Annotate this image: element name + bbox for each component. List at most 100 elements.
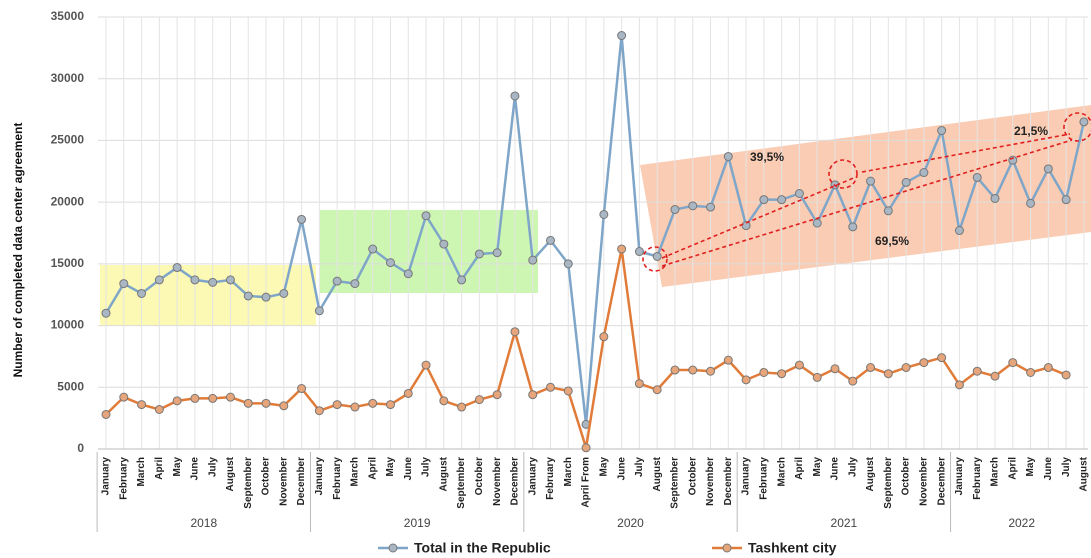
data-point (688, 201, 698, 211)
data-point (848, 222, 858, 232)
annotation: 69,5% (875, 234, 909, 248)
x-tick-label: February (972, 457, 983, 500)
x-tick-label: July (634, 457, 645, 477)
x-tick-label: November (278, 457, 289, 506)
data-point (883, 369, 893, 379)
data-point (706, 202, 716, 212)
data-point (172, 263, 182, 273)
data-point (1079, 117, 1089, 127)
data-point (261, 398, 271, 408)
data-point (1026, 198, 1036, 208)
x-tick-label: April (154, 457, 165, 480)
data-point (972, 366, 982, 376)
data-point (937, 126, 947, 136)
data-point (403, 388, 413, 398)
x-tick-label: February (332, 457, 343, 500)
data-point (332, 276, 342, 286)
x-tick-label: September (670, 457, 681, 509)
trend-circle (828, 159, 858, 189)
x-tick-label: March (350, 457, 361, 486)
x-tick-label: December (296, 457, 307, 505)
data-point (688, 365, 698, 375)
data-point (563, 386, 573, 396)
x-tick-label: March (136, 457, 147, 486)
data-point (1026, 367, 1036, 377)
x-tick-label: July (421, 457, 432, 477)
data-point (474, 395, 484, 405)
grid (98, 16, 1088, 450)
data-point (972, 172, 982, 182)
data-point (137, 288, 147, 298)
data-point (546, 235, 555, 245)
data-point (528, 390, 538, 400)
data-point (101, 308, 111, 318)
x-tick-label: May (172, 457, 183, 477)
x-tick-label: February (545, 457, 556, 500)
data-point (599, 332, 609, 342)
data-point (937, 353, 947, 363)
x-tick-label: August (438, 456, 449, 491)
y-tick-label: 30000 (51, 71, 85, 85)
x-tick-label: May (385, 457, 396, 477)
data-point (617, 31, 627, 41)
data-point (794, 360, 804, 370)
data-point (848, 376, 858, 386)
x-tick-label: April (1007, 457, 1018, 480)
data-point (279, 288, 289, 298)
trend-arrows (642, 112, 1091, 272)
data-point (990, 371, 1000, 381)
data-point (617, 244, 627, 254)
year-label: 2020 (617, 516, 644, 530)
data-point (403, 269, 413, 279)
data-point (332, 400, 342, 410)
x-tick-label: July (1061, 457, 1072, 477)
data-point (154, 275, 164, 285)
year-label: 2022 (1008, 516, 1035, 530)
x-tick-label: November (919, 457, 930, 506)
x-tick-label: January (314, 457, 325, 496)
year-label: 2021 (831, 516, 858, 530)
data-point (101, 409, 111, 419)
data-point (279, 401, 289, 411)
x-tick-label: July (207, 457, 218, 477)
annotation: 39,5% (750, 150, 784, 164)
data-point (421, 211, 431, 221)
data-point (706, 366, 716, 376)
data-point (546, 382, 555, 392)
y-tick-label: 0 (77, 441, 84, 455)
x-tick-label: January (954, 457, 965, 496)
legend-item: Total in the Republic (378, 540, 551, 556)
x-tick-label: November (492, 457, 503, 506)
legend-label: Total in the Republic (414, 540, 551, 556)
y-tick-label: 20000 (51, 194, 85, 208)
x-tick-label: July (847, 457, 858, 477)
year-label: 2019 (404, 516, 431, 530)
x-tick-label: September (456, 457, 467, 509)
data-point (154, 405, 164, 415)
data-point (634, 247, 644, 257)
x-tick-label: August (1079, 456, 1090, 491)
data-point (225, 392, 235, 402)
x-tick-label: October (474, 457, 485, 495)
trend-arrow (661, 176, 857, 259)
data-point (243, 398, 253, 408)
data-point (297, 384, 307, 394)
legend-marker (388, 543, 398, 553)
x-tick-label: August (652, 456, 663, 491)
data-point (883, 206, 893, 216)
data-point (652, 251, 662, 261)
data-point (385, 400, 395, 410)
data-point (901, 177, 911, 187)
x-tick-label: May (1025, 457, 1036, 477)
y-tick-label: 10000 (51, 318, 85, 332)
x-tick-label: October (261, 457, 272, 495)
x-tick-label: April From (581, 457, 592, 508)
data-point (919, 168, 929, 178)
data-point (723, 151, 733, 161)
x-tick-label: March (563, 457, 574, 486)
y-axis-label: Number of completed data center agreemen… (11, 123, 25, 378)
data-point (759, 195, 769, 205)
data-point (350, 402, 360, 412)
x-tick-label: December (936, 457, 947, 505)
